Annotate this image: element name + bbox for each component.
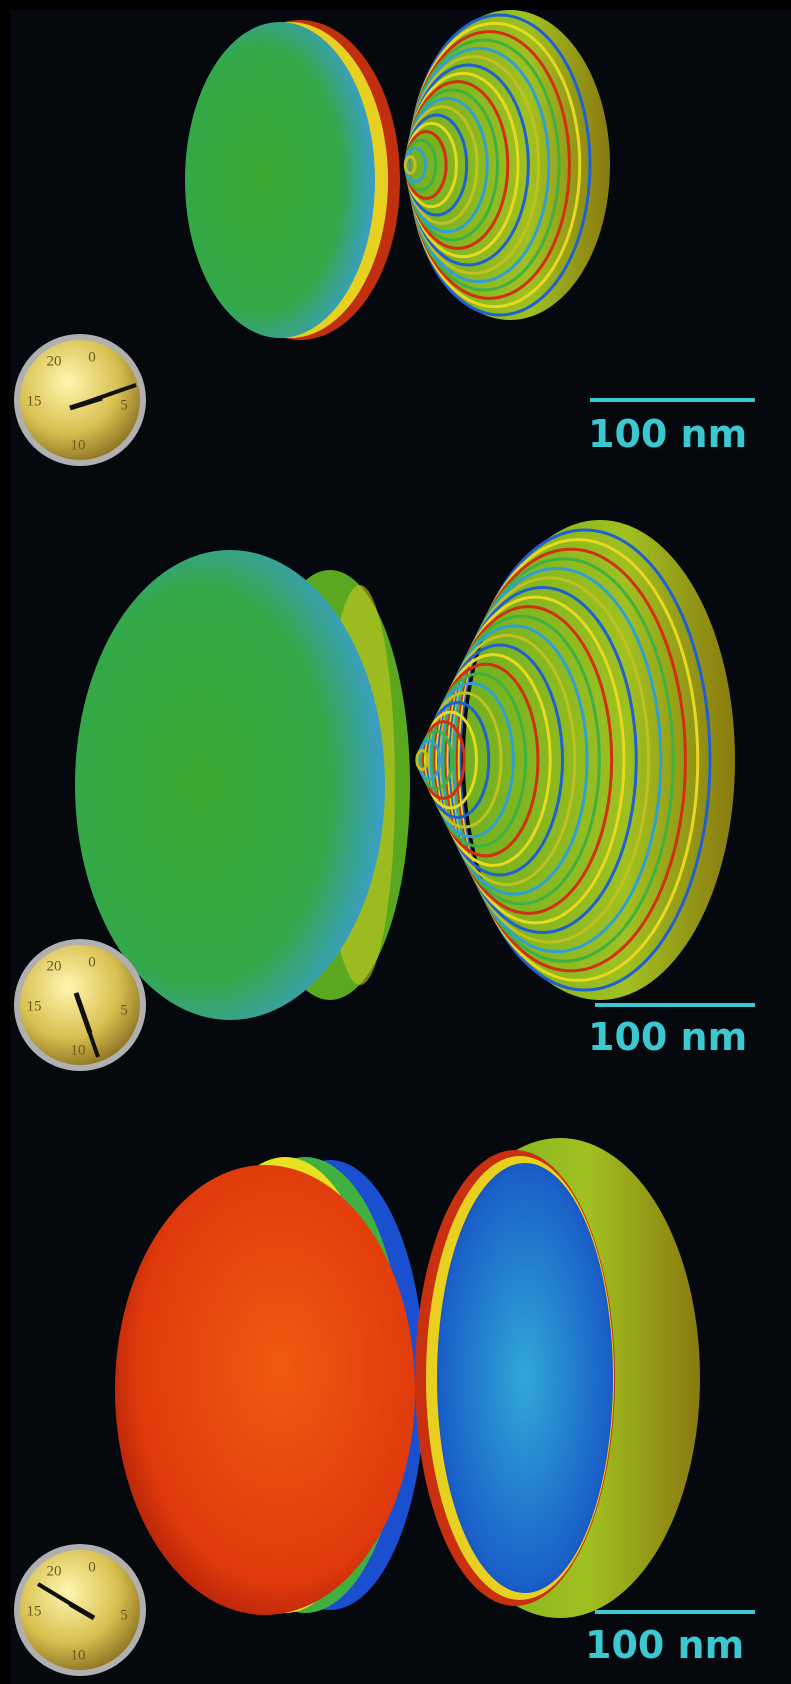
ring bbox=[454, 547, 687, 973]
ring bbox=[417, 739, 442, 781]
clock: 20 0 15 5 10 bbox=[14, 939, 146, 1071]
clock-label: 20 bbox=[47, 1563, 62, 1579]
clock-label: 10 bbox=[71, 437, 86, 453]
hemisphere bbox=[115, 1165, 415, 1615]
ring bbox=[445, 595, 626, 925]
ring bbox=[421, 720, 466, 800]
hemisphere bbox=[185, 22, 375, 338]
clock-label: 10 bbox=[71, 1647, 86, 1663]
interior bbox=[437, 1163, 613, 1593]
ring bbox=[415, 748, 429, 772]
shell bbox=[410, 10, 610, 320]
rings bbox=[403, 13, 592, 317]
clock-label: 20 bbox=[47, 353, 62, 369]
ring bbox=[443, 605, 614, 915]
ring bbox=[439, 624, 589, 896]
clock: 20 0 15 5 10 bbox=[14, 334, 146, 466]
ring bbox=[430, 672, 528, 848]
clock-label: 0 bbox=[88, 1559, 96, 1575]
clock-hand bbox=[69, 395, 103, 411]
hemisphere bbox=[75, 550, 385, 1020]
panel-3: 100 nm 20 0 15 5 10 bbox=[14, 1138, 755, 1676]
ring bbox=[436, 643, 564, 877]
ring bbox=[452, 557, 675, 963]
clock-face bbox=[20, 340, 140, 460]
ring bbox=[403, 155, 417, 175]
panel-2: 100 nm 20 0 15 5 10 bbox=[14, 520, 755, 1071]
ring bbox=[422, 710, 478, 810]
clock-label: 5 bbox=[120, 397, 128, 413]
clock-label: 20 bbox=[47, 958, 62, 974]
clock-hand bbox=[73, 992, 93, 1034]
ring bbox=[441, 614, 601, 906]
ring bbox=[432, 662, 540, 858]
panel-1: 100 nm 20 0 15 5 10 bbox=[14, 10, 755, 466]
clock-hand bbox=[68, 1601, 96, 1621]
clock-label: 0 bbox=[88, 349, 96, 365]
scale-label: 100 nm bbox=[585, 1623, 744, 1667]
scale-label: 100 nm bbox=[588, 412, 747, 456]
ring bbox=[419, 729, 454, 791]
clock-label: 0 bbox=[88, 954, 96, 970]
clock-label: 10 bbox=[71, 1042, 86, 1058]
clock-label: 15 bbox=[27, 393, 42, 409]
clock-label: 5 bbox=[120, 1002, 128, 1018]
clock-label: 5 bbox=[120, 1607, 128, 1623]
ring bbox=[428, 681, 515, 839]
scale-label: 100 nm bbox=[588, 1015, 747, 1059]
clock-label: 15 bbox=[27, 998, 42, 1014]
ring bbox=[458, 528, 712, 992]
clock-label: 15 bbox=[27, 1603, 42, 1619]
ring bbox=[434, 653, 552, 867]
ring bbox=[456, 538, 700, 982]
clock: 20 0 15 5 10 bbox=[14, 1544, 146, 1676]
ring bbox=[447, 586, 638, 934]
rings bbox=[415, 528, 712, 992]
